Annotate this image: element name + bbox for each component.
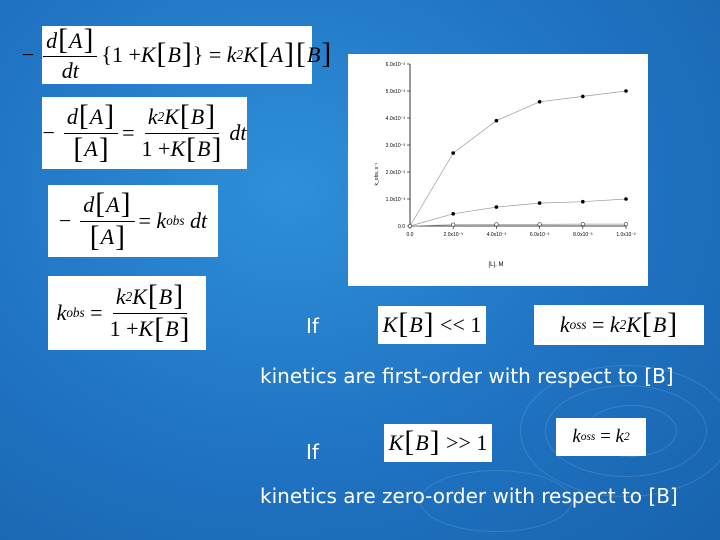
x-tick-label: 0.0 bbox=[407, 232, 414, 238]
series-3-point bbox=[537, 222, 542, 227]
if-label-second: If bbox=[306, 440, 319, 464]
large-kb-condition-box: K[B] >> 1 bbox=[384, 424, 492, 462]
x-tick-label: 6.0x10⁻³ bbox=[530, 232, 550, 238]
series-3-point bbox=[451, 222, 456, 227]
series-1-point bbox=[494, 118, 499, 123]
series-2-point bbox=[494, 205, 499, 209]
separated-rate-equation-box: − d[A][A] = k 2 K[B] 1 + K[B] dt bbox=[42, 97, 247, 169]
series-2-point bbox=[624, 197, 628, 201]
water-ripple-decoration bbox=[520, 365, 720, 497]
rate-equation-box: − d[A] dt {1 + K[B]} = k 2 K[A][B] bbox=[21, 23, 332, 84]
series-1-point bbox=[624, 89, 628, 93]
chart-svg: k_obs, s⁻¹ [L], M 0.0 1.0x10⁻³ 2.0x10⁻³ 3.0… bbox=[374, 62, 636, 268]
x-axis-label: [L], M bbox=[488, 262, 503, 268]
series-1-point bbox=[581, 94, 585, 99]
y-axis-label: k_obs, s⁻¹ bbox=[374, 162, 380, 185]
y-tick-label: 2.0x10⁻³ bbox=[386, 170, 406, 176]
small-kb-condition-box: K[B] << 1 bbox=[378, 306, 486, 344]
x-tick-label: 2.0x10⁻³ bbox=[444, 232, 464, 238]
water-ripple-decoration bbox=[420, 470, 572, 532]
kobs-rate-equation-box: − d[A][A] = k obs dt bbox=[48, 185, 218, 257]
y-tick-label: 0.0 bbox=[398, 224, 405, 230]
first-order-statement: kinetics are first-order with respect to… bbox=[260, 364, 674, 388]
y-tick-label: 5.0x10⁻³ bbox=[386, 89, 406, 95]
series-3-fit-line bbox=[409, 223, 626, 227]
first-order-kobs-box: k oss = k 2 K[B] bbox=[534, 305, 704, 345]
series-3-point bbox=[494, 222, 499, 227]
x-tick-label: 4.0x10⁻³ bbox=[487, 232, 507, 238]
kobs-vs-concentration-chart: k_obs, s⁻¹ [L], M 0.0 1.0x10⁻³ 2.0x10⁻³ 3.0… bbox=[348, 54, 648, 286]
series-2-point bbox=[537, 201, 542, 205]
series-1-point bbox=[537, 100, 542, 104]
series-3-point bbox=[623, 222, 629, 227]
y-tick-label: 3.0x10⁻³ bbox=[386, 143, 406, 149]
y-tick-label: 6.0x10⁻³ bbox=[386, 62, 406, 68]
series-2-point bbox=[451, 212, 455, 216]
zero-order-statement: kinetics are zero-order with respect to … bbox=[260, 484, 678, 508]
series-1-fit-line bbox=[409, 90, 627, 227]
y-tick-label: 4.0x10⁻³ bbox=[386, 116, 406, 122]
x-tick-label: 1.0x10⁻² bbox=[616, 232, 636, 238]
series-2-fit-line bbox=[409, 198, 627, 227]
series-2-point bbox=[581, 199, 585, 204]
series-3-point bbox=[407, 223, 413, 229]
series-3-point bbox=[580, 222, 585, 227]
if-label-first: If bbox=[306, 314, 319, 338]
x-tick-label: 8.0x10⁻³ bbox=[573, 232, 593, 238]
y-tick-label: 1.0x10⁻³ bbox=[386, 197, 406, 203]
series-1-point bbox=[451, 151, 455, 155]
kobs-definition-box: k obs = k 2 K[B] 1 + K[B] bbox=[48, 276, 206, 350]
